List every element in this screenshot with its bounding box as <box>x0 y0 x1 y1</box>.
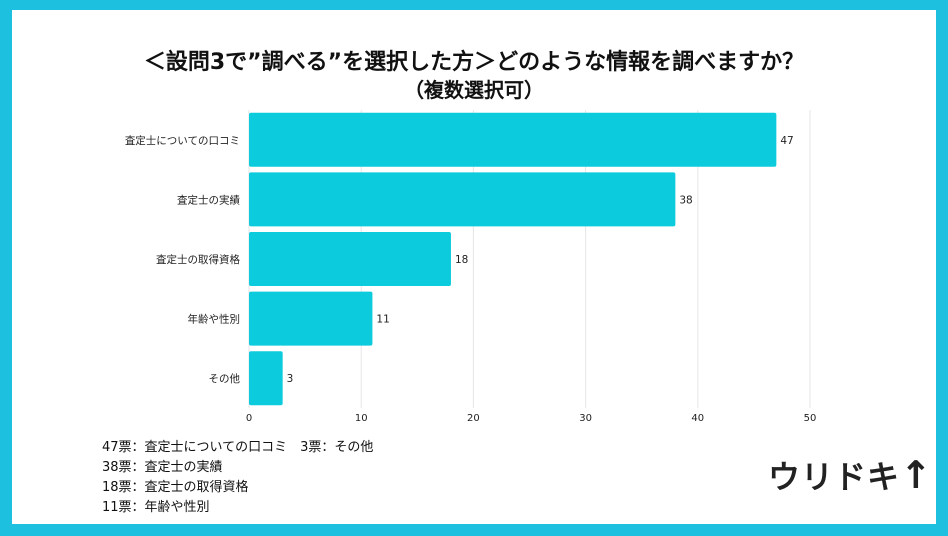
bar <box>249 291 373 346</box>
chart-title: ＜設問3で”調べる”を選択した方＞どのような情報を調べますか？ <box>143 50 805 75</box>
x-tick-label: 50 <box>804 413 817 424</box>
x-tick-label: 10 <box>355 413 368 424</box>
data-label: 18 <box>455 254 468 266</box>
bar <box>249 172 676 227</box>
category-label: その他 <box>209 372 241 385</box>
category-label: 年齢や性別 <box>188 313 241 326</box>
data-label: 11 <box>376 314 389 326</box>
x-tick-label: 30 <box>579 413 592 424</box>
legend-line: 47票：査定士についての口コミ 3票：その他 <box>102 440 374 455</box>
legend-line: 11票：年齢や性別 <box>102 500 210 515</box>
bar <box>249 351 283 406</box>
x-tick-label: 0 <box>246 413 252 424</box>
category-label: 査定士についての口コミ <box>125 134 240 147</box>
category-label: 査定士の取得資格 <box>156 253 240 266</box>
chart-subtitle: （複数選択可） <box>404 78 544 102</box>
data-label: 47 <box>780 135 793 147</box>
legend-line: 18票：査定士の取得資格 <box>102 480 249 495</box>
legend-line: 38票：査定士の実績 <box>102 460 223 475</box>
category-label: 査定士の実績 <box>177 193 240 206</box>
data-label: 38 <box>679 194 692 206</box>
bar <box>249 112 777 167</box>
x-tick-label: 40 <box>691 413 704 424</box>
chart-card <box>12 10 936 524</box>
x-tick-label: 20 <box>467 413 480 424</box>
uridoki-logo: ウリドキ↑ <box>768 453 933 497</box>
bar <box>249 232 451 286</box>
data-label: 3 <box>287 373 294 385</box>
